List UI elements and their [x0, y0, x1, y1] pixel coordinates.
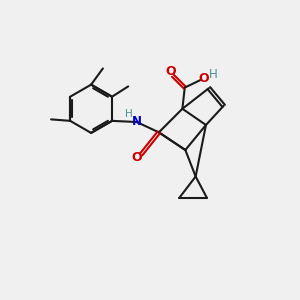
Text: O: O — [166, 65, 176, 79]
Text: O: O — [199, 72, 209, 85]
Text: N: N — [132, 115, 142, 128]
Text: H: H — [208, 68, 217, 80]
Text: H: H — [124, 109, 132, 119]
Text: O: O — [131, 152, 142, 164]
